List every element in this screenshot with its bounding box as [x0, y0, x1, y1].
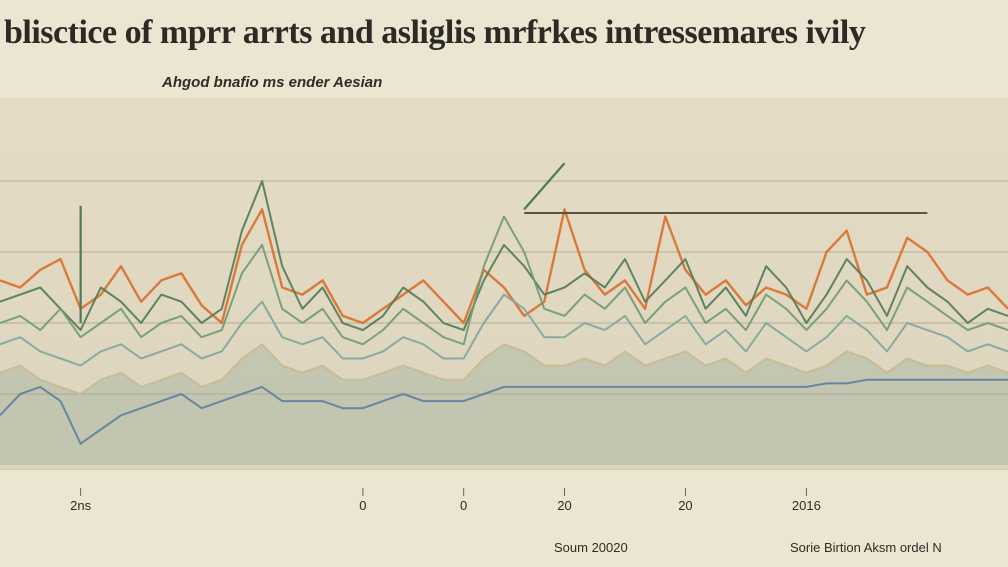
series-line-4	[0, 343, 1008, 395]
series-line-0	[0, 208, 1008, 325]
chart-title: blisctice of mprr arrts and asliglis mrf…	[4, 14, 866, 51]
series-line-2	[0, 215, 1008, 346]
series-line-1	[0, 180, 1008, 332]
x-tick-label-3: 20	[557, 498, 572, 513]
source-note-right: Sorie Birtion Aksm ordel N	[790, 540, 942, 555]
series-line-5	[0, 378, 1008, 445]
chart-subtitle: Ahgod bnafio ms ender Aesian	[162, 74, 383, 91]
x-tick-label-0: 2ns	[70, 498, 92, 513]
plot-area	[0, 98, 1008, 470]
x-tick-label-5: 2016	[791, 498, 821, 513]
source-note-left: Soum 20020	[554, 540, 628, 555]
x-tick-label-4: 20	[678, 498, 693, 513]
series-area-band	[0, 344, 1008, 465]
x-tick-label-1: 0	[359, 498, 367, 513]
x-tick-label-2: 0	[460, 498, 468, 513]
annotation-line-0	[523, 162, 566, 211]
series-line-3	[0, 293, 1008, 367]
